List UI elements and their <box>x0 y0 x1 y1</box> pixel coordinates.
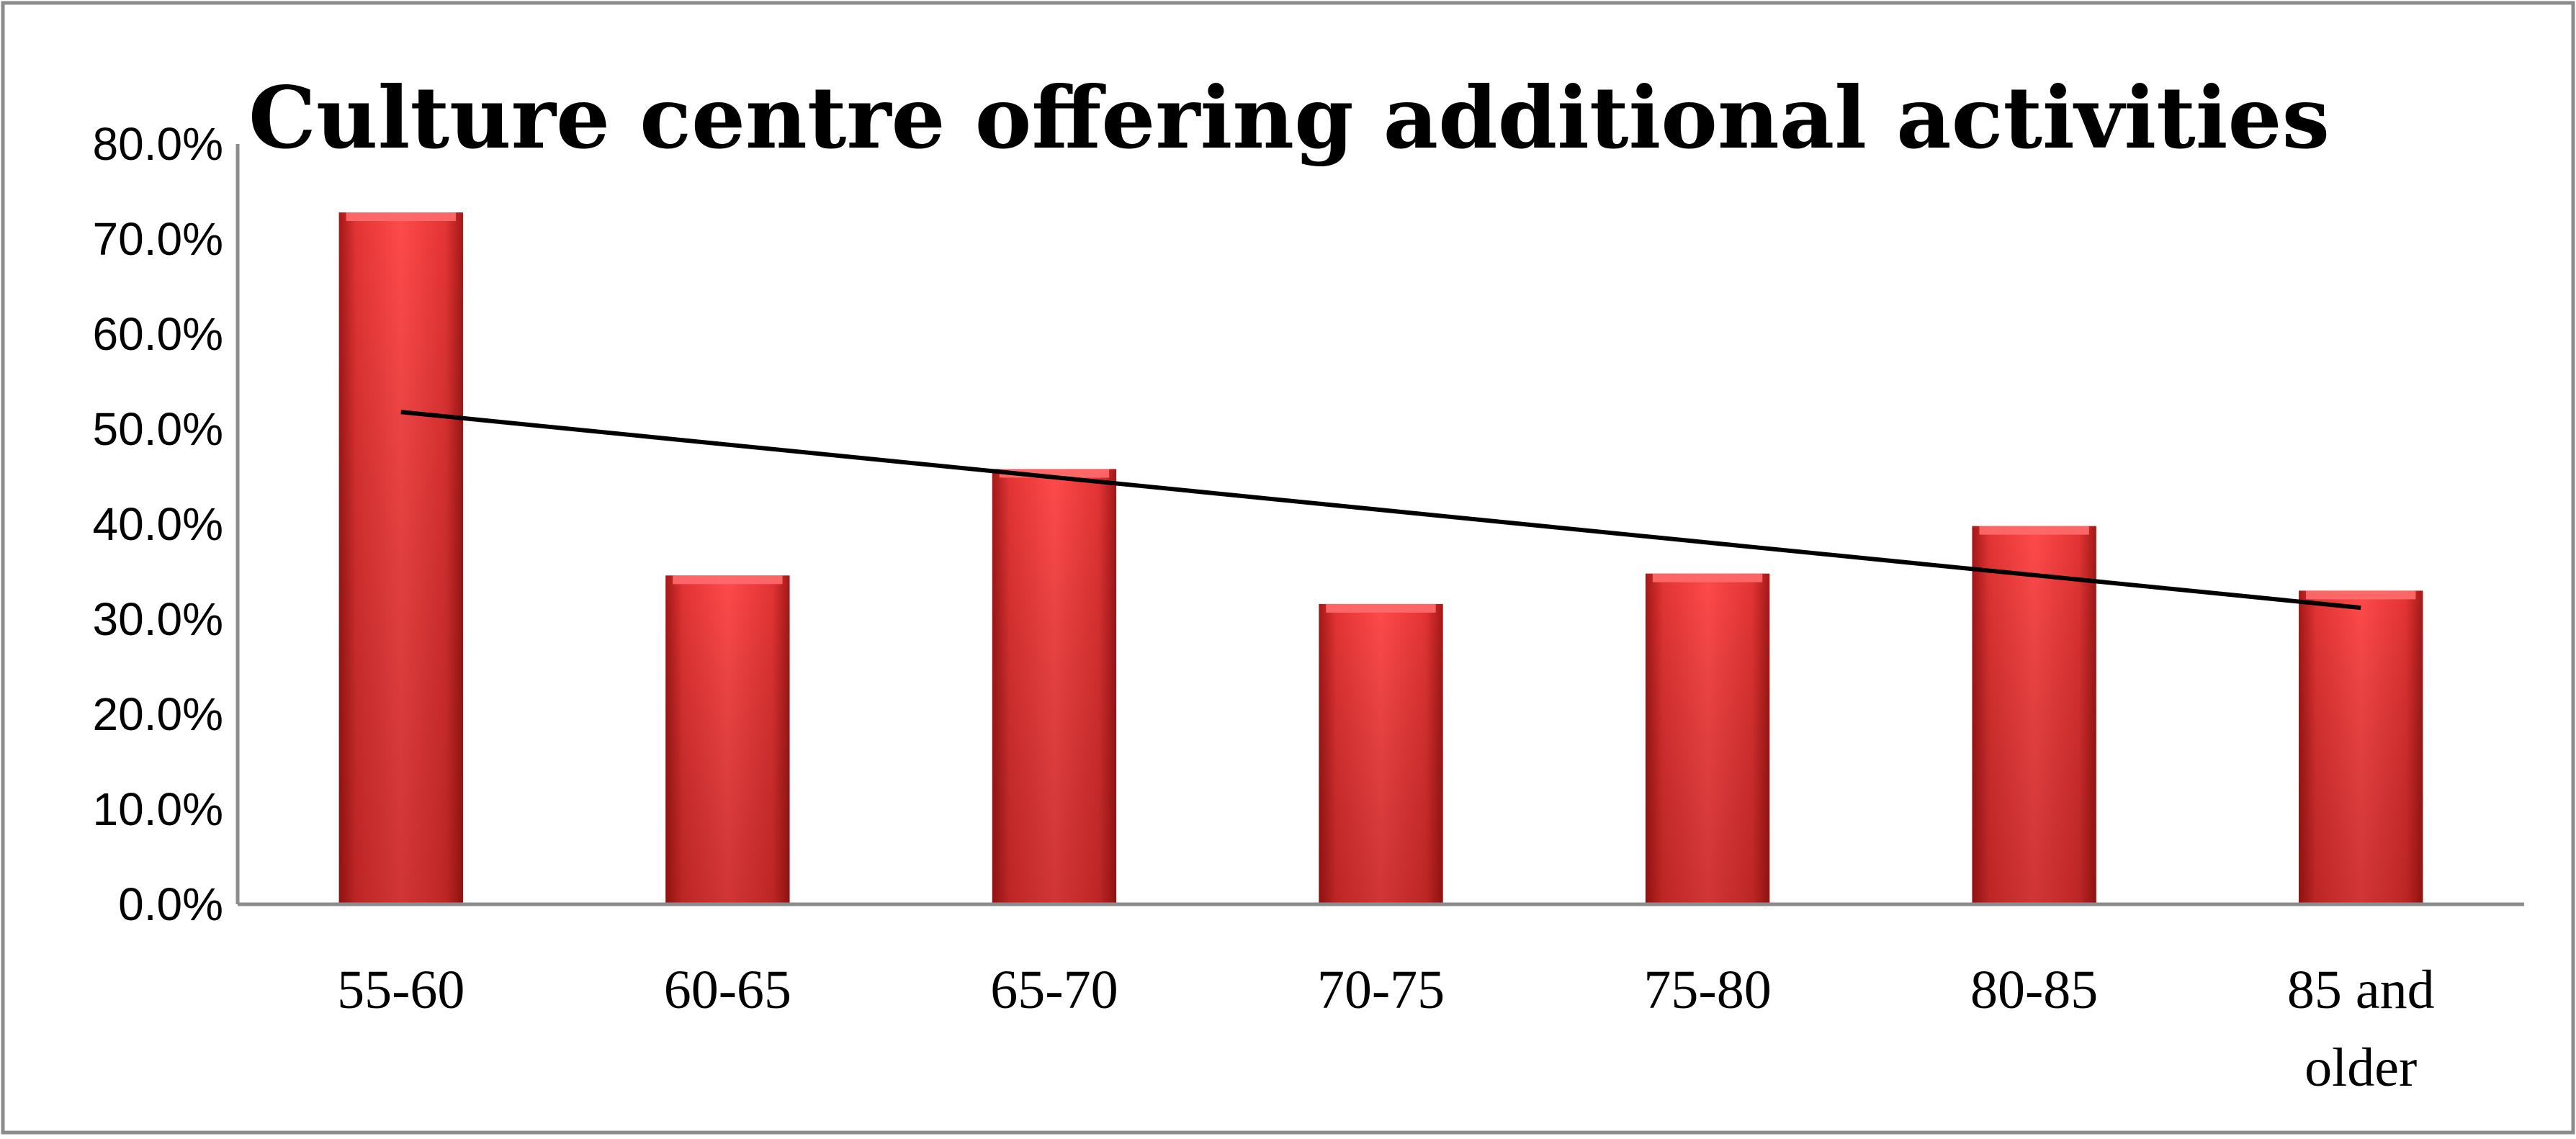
x-tick-label: 85 and older <box>2287 960 2435 1098</box>
bars-layer <box>338 212 2423 904</box>
bar-75-80 <box>1645 573 1770 904</box>
bar-top-bevel <box>1326 603 1436 613</box>
y-tick-label: 70.0% <box>93 213 223 265</box>
x-tick-label: 55-60 <box>337 960 465 1020</box>
bar-shade <box>2299 590 2423 904</box>
bar-shade <box>1972 526 2096 904</box>
y-tick-label: 0.0% <box>118 878 223 930</box>
x-tick-label: 80-85 <box>1970 960 2098 1020</box>
axes-layer <box>235 144 2524 906</box>
bar-top-bevel <box>1979 526 2089 535</box>
y-tick-label: 50.0% <box>93 403 223 455</box>
bar-60-65 <box>665 575 790 904</box>
y-tick-label: 80.0% <box>93 118 223 170</box>
bar-top-bevel <box>2306 590 2416 600</box>
x-tick-labels: 55-60 60-65 65-70 70-75 75-80 80-85 85 and olde… <box>337 960 2434 1098</box>
y-tick-label: 60.0% <box>93 308 223 360</box>
x-tick-label: 60-65 <box>664 960 791 1020</box>
bar-65-70 <box>992 469 1117 904</box>
trendline-layer <box>400 410 2361 611</box>
bar-80-85 <box>1972 526 2096 904</box>
x-tick-label: 65-70 <box>990 960 1118 1020</box>
y-tick-labels: 0.0% 10.0% 20.0% 30.0% 40.0% 50.0% 60.0% 70.0% 8… <box>93 118 223 930</box>
bar-top-bevel <box>673 575 783 585</box>
bar-shade <box>665 575 790 904</box>
y-tick-label: 30.0% <box>93 593 223 645</box>
y-tick-label: 10.0% <box>93 783 223 835</box>
bar-shade <box>992 469 1117 904</box>
bar-shade <box>338 212 463 904</box>
bar-top-bevel <box>346 212 456 222</box>
trendline <box>400 410 2361 611</box>
y-tick-label: 20.0% <box>93 688 223 740</box>
y-tick-label: 40.0% <box>93 498 223 550</box>
bar-55-60 <box>338 212 463 904</box>
chart-title: Culture centre offering additional activ… <box>248 68 2330 168</box>
bar-shade <box>1645 573 1770 904</box>
bar-shade <box>1319 603 1443 904</box>
x-tick-label: 70-75 <box>1317 960 1445 1020</box>
bar-85-and-older <box>2299 590 2423 904</box>
x-tick-label: 75-80 <box>1643 960 1771 1020</box>
bar-top-bevel <box>1652 573 1763 582</box>
bar-70-75 <box>1319 603 1443 904</box>
